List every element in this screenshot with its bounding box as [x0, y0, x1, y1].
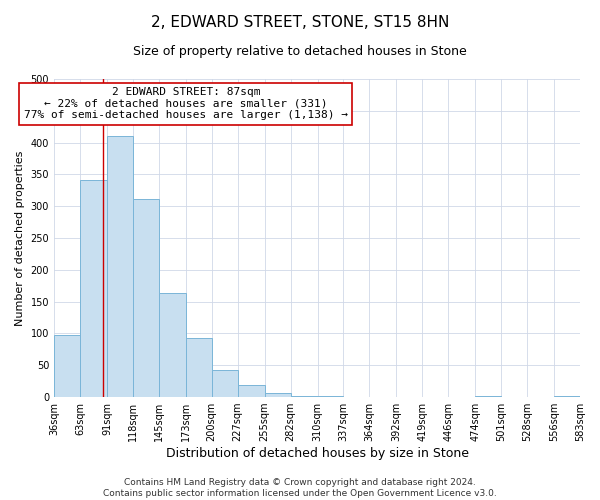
Text: 2 EDWARD STREET: 87sqm
← 22% of detached houses are smaller (331)
77% of semi-de: 2 EDWARD STREET: 87sqm ← 22% of detached… [24, 88, 348, 120]
Bar [238, 385, 265, 397]
Bar [554, 396, 580, 397]
Bar [159, 293, 186, 397]
Text: 2, EDWARD STREET, STONE, ST15 8HN: 2, EDWARD STREET, STONE, ST15 8HN [151, 15, 449, 30]
Bar [133, 199, 159, 397]
Bar [265, 392, 290, 397]
Bar [80, 180, 107, 397]
Bar [107, 136, 133, 397]
Bar [54, 336, 80, 397]
Bar [290, 396, 317, 397]
Bar [317, 396, 343, 397]
Bar [186, 338, 212, 397]
X-axis label: Distribution of detached houses by size in Stone: Distribution of detached houses by size … [166, 447, 469, 460]
Bar [475, 396, 501, 397]
Y-axis label: Number of detached properties: Number of detached properties [15, 150, 25, 326]
Bar [212, 370, 238, 397]
Text: Contains HM Land Registry data © Crown copyright and database right 2024.
Contai: Contains HM Land Registry data © Crown c… [103, 478, 497, 498]
Text: Size of property relative to detached houses in Stone: Size of property relative to detached ho… [133, 45, 467, 58]
